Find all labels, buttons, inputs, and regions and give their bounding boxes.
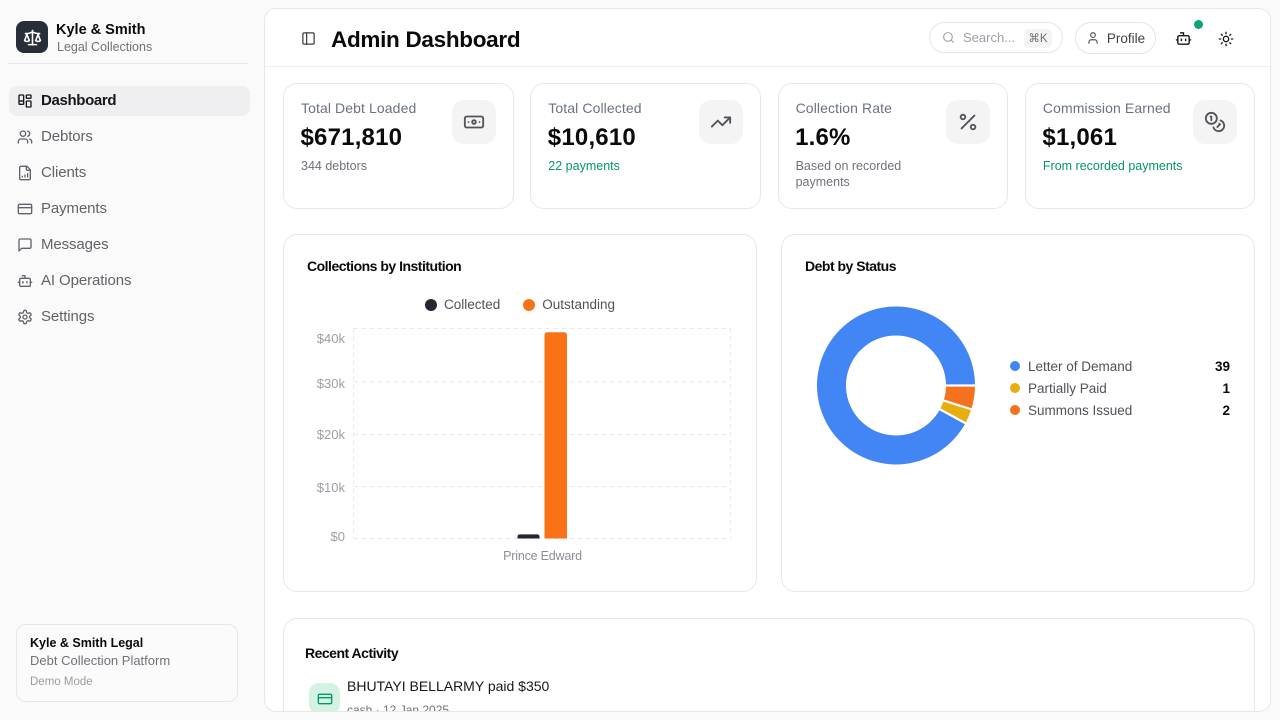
svg-text:Prince Edward: Prince Edward xyxy=(503,549,582,563)
svg-text:$10k: $10k xyxy=(317,480,346,495)
svg-text:$30k: $30k xyxy=(317,376,346,391)
svg-text:$0: $0 xyxy=(331,529,345,544)
svg-text:$20k: $20k xyxy=(317,427,346,442)
svg-text:$40k: $40k xyxy=(317,331,346,346)
